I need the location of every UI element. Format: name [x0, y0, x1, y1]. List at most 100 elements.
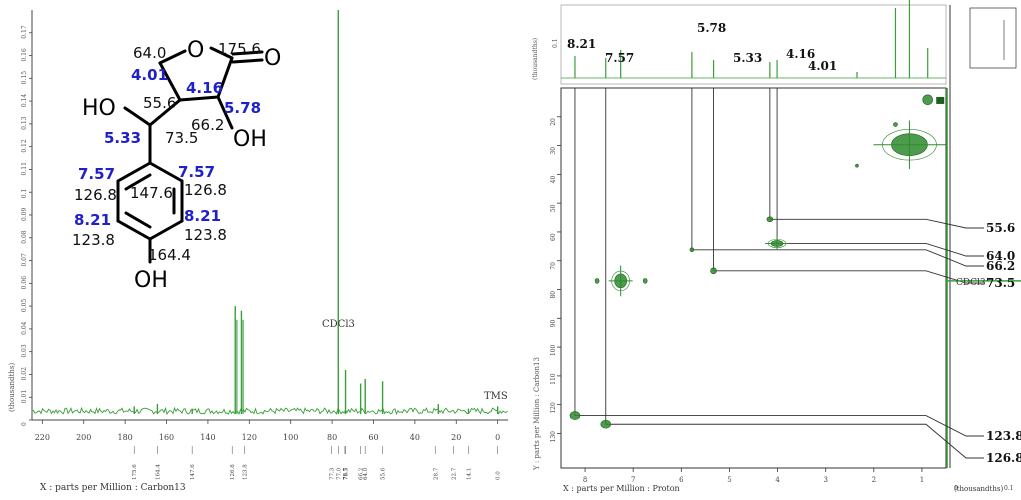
carbon-y-tick-label: 0.1: [21, 189, 28, 199]
carbon-y-tick-label: 0.04: [21, 321, 28, 335]
carbon-peak-label: 77.0: [336, 467, 342, 480]
carbon-x-tick-label: 0: [495, 433, 500, 442]
hsqc-y-tick-label: 90: [550, 319, 557, 327]
carbon-y-tick-label: 0.16: [21, 48, 28, 62]
carbon-shift-label: 55.6: [986, 221, 1015, 235]
carbon-label-147-6: 147.6: [130, 184, 173, 202]
carbon-y-tick-label: 0.13: [21, 116, 28, 130]
cross-peaks: [570, 95, 945, 428]
para-hydroxyl: OH: [134, 268, 168, 293]
carbon-label-175-6: 175.6: [218, 40, 261, 58]
carbon-peak-label: 64.0: [363, 467, 369, 480]
corner-box: [970, 8, 1016, 68]
bond: [180, 97, 218, 100]
proton-label-8-21-left: 8.21: [74, 211, 111, 229]
carbon-peak-label: 0.0: [496, 471, 502, 480]
hsqc-x-tick-label: 2: [872, 476, 876, 484]
carbon-x-tick-label: 140: [200, 433, 215, 442]
carbon-label-123-8-left: 123.8: [72, 231, 115, 249]
carbon-peak-label: 126.8: [230, 464, 236, 480]
cdcl3-annotation: CDCl3: [322, 319, 355, 330]
proton-label-8-21-right: 8.21: [184, 207, 221, 225]
carbon-y-tick-label: 0.17: [21, 25, 28, 39]
cross-peak: [595, 278, 599, 283]
cross-peak: [570, 412, 580, 420]
carbon-peak-label: 77.3: [330, 467, 336, 480]
tms-annotation: TMS: [484, 391, 508, 402]
cross-peak: [923, 95, 933, 105]
proton-shift-label: 8.21: [567, 37, 596, 51]
carbon-peak-label: 73.5: [344, 467, 350, 480]
cross-peak: [936, 97, 944, 104]
carbon-shift-label: 126.8: [986, 451, 1021, 465]
cross-peak: [767, 217, 773, 222]
hsqc-spectrum-panel: 0 0.1 0.1 8 7 6 5 4 3 2 1 20 30 40 50 60 70 80 90 100 110 1…: [521, 0, 1021, 496]
carbon-guide-line: [714, 271, 984, 283]
hsqc-y-tick-label: 50: [550, 204, 557, 212]
cross-peak: [643, 278, 647, 283]
cross-peak: [893, 123, 897, 127]
hsqc-x-tick-label: 4: [775, 476, 780, 484]
carbon-label-126-8-left: 126.8: [74, 186, 117, 204]
projection-tick-label: 0.1: [552, 38, 559, 48]
carbon-y-tick-label: 0.01: [21, 390, 28, 403]
carbon-peak-label: 55.6: [381, 467, 387, 480]
hsqc-x-tick-label: 1: [920, 476, 924, 484]
carbon-guide-line: [606, 424, 984, 458]
hsqc-x-tick-label: 6: [679, 476, 684, 484]
proton-label-4-01: 4.01: [131, 66, 168, 84]
carbon-spectrum-chart: 00.010.020.030.040.050.060.070.080.090.1…: [0, 0, 515, 496]
correlation-guides: [575, 88, 1021, 458]
carbon-shift-label: 73.5: [986, 276, 1015, 290]
hsqc-y-tick-label: 30: [550, 147, 557, 155]
carbon-spectrum-panel: 0 0.01 0.02 0.03 0.04 0.05 0.06 0.07 0.08 0.09 0.1…: [0, 0, 515, 496]
carbon-x-tick-label: 120: [242, 433, 257, 442]
carbon-peak-labels: 175.6 164.4 147.6 126.8 123.8 77.3 77.0 76.773.…: [132, 446, 501, 480]
hsqc-y-tick-label: 20: [550, 118, 557, 126]
carbon-y-tick-label: 0.15: [21, 71, 28, 85]
carbon-x-tick-label: 200: [76, 433, 91, 442]
carbon-y-tick-label: 0.06: [21, 276, 28, 290]
carbon-y-tick-label: 0.14: [21, 94, 28, 108]
carbon-guide-line: [575, 416, 984, 436]
proton-shift-label: 5.33: [733, 51, 762, 65]
hsqc-y-tick-label: 120: [550, 402, 557, 414]
carbon-y-axis-label: (thousandths): [8, 363, 16, 412]
carbon-label-64-0: 64.0: [133, 44, 166, 62]
cross-peak: [855, 164, 858, 167]
hsqc-x-axis-label: X : parts per Million : Proton: [563, 484, 680, 493]
hsqc-y-tick-label: 40: [550, 176, 557, 184]
solvent-label: CDCl3: [956, 278, 986, 288]
carbon-label-55-6: 55.6: [143, 94, 176, 112]
hsqc-y-tick-label: 110: [550, 373, 557, 385]
ring-oxygen: O: [187, 38, 204, 63]
corner-tick-label: 0.1: [1004, 485, 1014, 492]
carbon-peak-label: 164.4: [155, 464, 161, 480]
carbon-guide-line: [770, 219, 984, 228]
ring-hydroxyl: OH: [233, 127, 267, 152]
carbon-label-66-2: 66.2: [191, 116, 224, 134]
carbon-y-tick-label: 0.11: [21, 162, 28, 175]
carbon-y-tick-label: 0.03: [21, 344, 28, 358]
proton-projection: 0.1: [552, 0, 946, 78]
proton-label-5-33: 5.33: [104, 129, 141, 147]
hsqc-spectrum-chart: 0 0.1 0.1 8 7 6 5 4 3 2 120304050607080901001101…: [521, 0, 1021, 496]
cross-peak: [601, 420, 611, 428]
bond: [150, 221, 182, 239]
carbon-x-tick-label: 20: [451, 433, 461, 442]
carbon-peak-label: 28.7: [433, 467, 439, 480]
corner-axis-label: (thousandths): [954, 485, 1003, 493]
carbon-y-tick-label: 0.08: [21, 230, 28, 244]
hsqc-x-tick-label: 8: [583, 476, 587, 484]
carbon-shift-label: 123.8: [986, 429, 1021, 443]
proton-label-7-57-right: 7.57: [178, 163, 215, 181]
carbonyl-oxygen: O: [264, 46, 281, 71]
hsqc-y-tick-label: 80: [550, 291, 557, 299]
carbon-shift-label: 66.2: [986, 259, 1015, 273]
carbon-peak-label: 14.1: [466, 468, 472, 480]
hsqc-y-tick-label: 70: [550, 262, 557, 270]
carbon-peak-label: 147.6: [190, 464, 196, 480]
carbon-x-tick-label: 80: [327, 433, 337, 442]
carbon-peak-label: 123.8: [242, 464, 248, 480]
carbon-x-tick-label: 160: [159, 433, 174, 442]
